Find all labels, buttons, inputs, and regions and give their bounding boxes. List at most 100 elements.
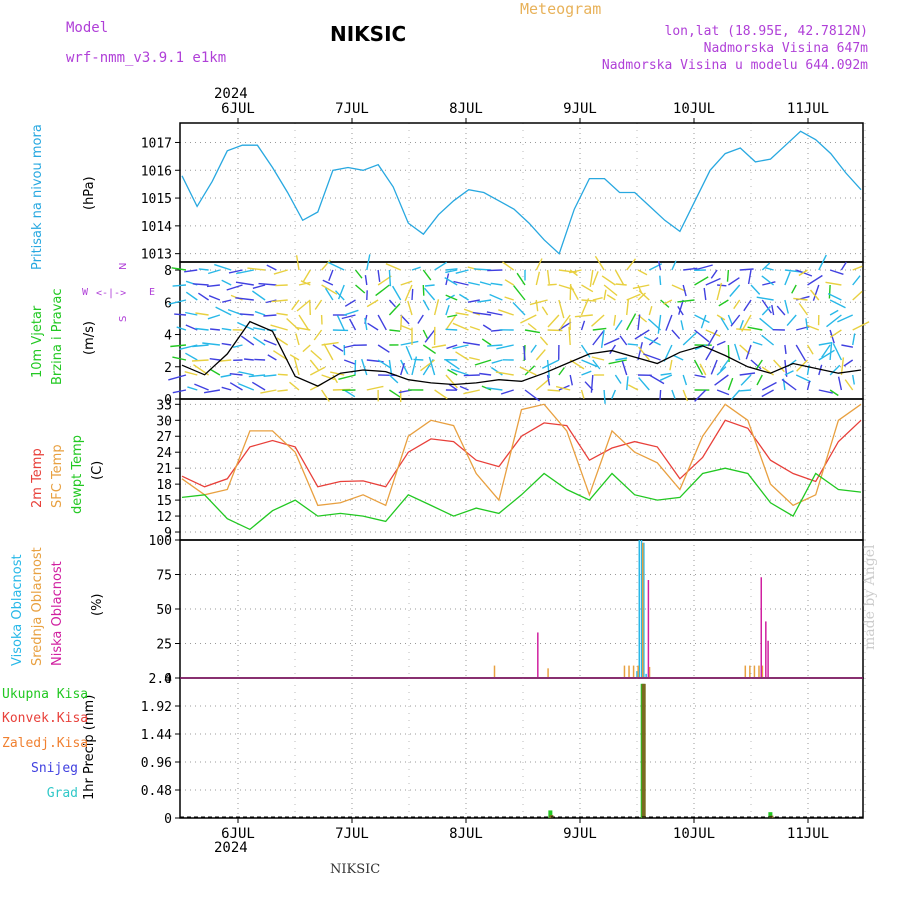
wind-arrow: [535, 378, 550, 391]
wind-arrow: [273, 269, 288, 275]
wind-arrow: [530, 344, 537, 353]
wind-arrow: [498, 309, 514, 316]
wind-arrow: [404, 284, 413, 302]
wind-arrow: [407, 300, 413, 316]
wind-arrow: [377, 269, 381, 282]
xtick-label-bottom: 11JUL: [787, 826, 829, 842]
wind-arrow: [400, 359, 409, 375]
wind-arrow: [270, 324, 288, 331]
wind-arrow: [220, 374, 232, 378]
wind-arrow: [184, 371, 198, 376]
wind-arrow: [377, 275, 392, 286]
wind-arrow: [714, 374, 729, 386]
wind-arrow: [755, 359, 763, 370]
wind-arrow: [298, 281, 311, 286]
legend-total-rain: Ukupna Kisa: [2, 687, 89, 702]
wind-arrow: [364, 275, 368, 286]
ytick-label: 1.44: [141, 728, 172, 743]
wind-arrow: [827, 292, 842, 301]
wind-arrow: [184, 269, 198, 273]
wind-arrow: [490, 282, 503, 286]
wind-arrow: [295, 333, 300, 346]
wind-arrow: [637, 342, 643, 361]
wind-arrow: [716, 389, 730, 396]
wind-arrow: [235, 281, 254, 286]
wind-arrow: [445, 328, 458, 331]
dewpt-line: [181, 467, 862, 531]
ytick-label: 33: [156, 398, 172, 413]
wind-arrow: [840, 357, 845, 376]
wind-arrow: [637, 269, 648, 276]
wind-arrow: [295, 255, 300, 271]
wind-arrow: [627, 343, 639, 346]
wind-arrow: [504, 296, 514, 301]
wind-arrow: [671, 284, 686, 292]
wind-arrow: [716, 340, 726, 346]
wind-arrow: [643, 336, 661, 346]
wind-arrow: [481, 338, 492, 346]
ytick-label: 4: [164, 329, 172, 344]
wind-arrow: [366, 385, 384, 391]
wind-arrow: [614, 374, 622, 384]
wind-arrow: [626, 293, 641, 301]
pressure-line: [181, 130, 862, 255]
wind-arrow: [389, 389, 402, 399]
wind-arrow: [445, 268, 458, 271]
elevation-label: Nadmorska Visina 647m: [703, 41, 868, 56]
wind-arrow: [513, 285, 526, 301]
wind-arrow: [683, 267, 698, 271]
compass-w: W: [82, 287, 89, 298]
wind-arrow: [621, 360, 628, 376]
wind-arrow: [818, 254, 827, 271]
wind-arrow: [385, 263, 401, 271]
wind-arrow: [455, 269, 469, 274]
wind-arrow: [759, 317, 775, 331]
wind-speed-line: [181, 320, 862, 387]
wind-arrow: [389, 329, 401, 332]
wind-arrow: [611, 389, 617, 400]
wind-arrow: [520, 314, 537, 324]
wind-arrow: [828, 284, 831, 299]
wind-arrow: [207, 314, 221, 320]
wind-arrow: [209, 358, 220, 361]
wind-arrow: [648, 374, 665, 385]
wind-arrow: [348, 318, 357, 331]
wind-arrow: [185, 324, 198, 331]
wind-arrow: [354, 359, 357, 376]
ytick-label: 0: [164, 672, 172, 687]
wind-arrow: [852, 374, 855, 385]
wind-arrow: [516, 272, 526, 286]
wind-arrow: [221, 386, 232, 391]
wind-arrow: [176, 326, 187, 331]
wind-arrow: [734, 343, 741, 361]
wind-arrow: [580, 344, 591, 358]
wind-arrow: [852, 290, 863, 301]
panel-frame: [179, 677, 864, 819]
wind-arrow: [606, 294, 616, 301]
wind-arrow: [694, 374, 706, 378]
wind-ylabel: 10m Vjetar: [30, 305, 45, 378]
wind-arrow: [524, 389, 541, 402]
wind-arrow: [733, 299, 741, 310]
wind-arrow: [388, 303, 401, 316]
model-name: wrf-nmm_v3.9.1 e1km: [66, 50, 227, 66]
wind-arrow: [260, 389, 277, 394]
wind-arrow: [547, 329, 563, 332]
wind-arrow: [174, 313, 187, 316]
wind-arrow: [187, 386, 198, 391]
wind-arrow: [559, 314, 571, 330]
wind-arrow: [251, 381, 266, 391]
wind-arrow: [253, 327, 266, 331]
wind-arrow: [730, 314, 741, 327]
wind-arrow: [327, 261, 345, 271]
wind-arrow: [468, 281, 480, 286]
wind-arrow: [547, 283, 557, 286]
wind-arrow: [852, 321, 870, 331]
wind-arrow: [434, 261, 448, 271]
wind-arrow: [761, 381, 777, 391]
wind-arrow: [657, 314, 662, 334]
bottom-year: 2024: [214, 840, 248, 856]
wind-arrow: [581, 284, 594, 293]
wind-arrow: [592, 359, 601, 370]
wind-arrow: [445, 269, 458, 274]
